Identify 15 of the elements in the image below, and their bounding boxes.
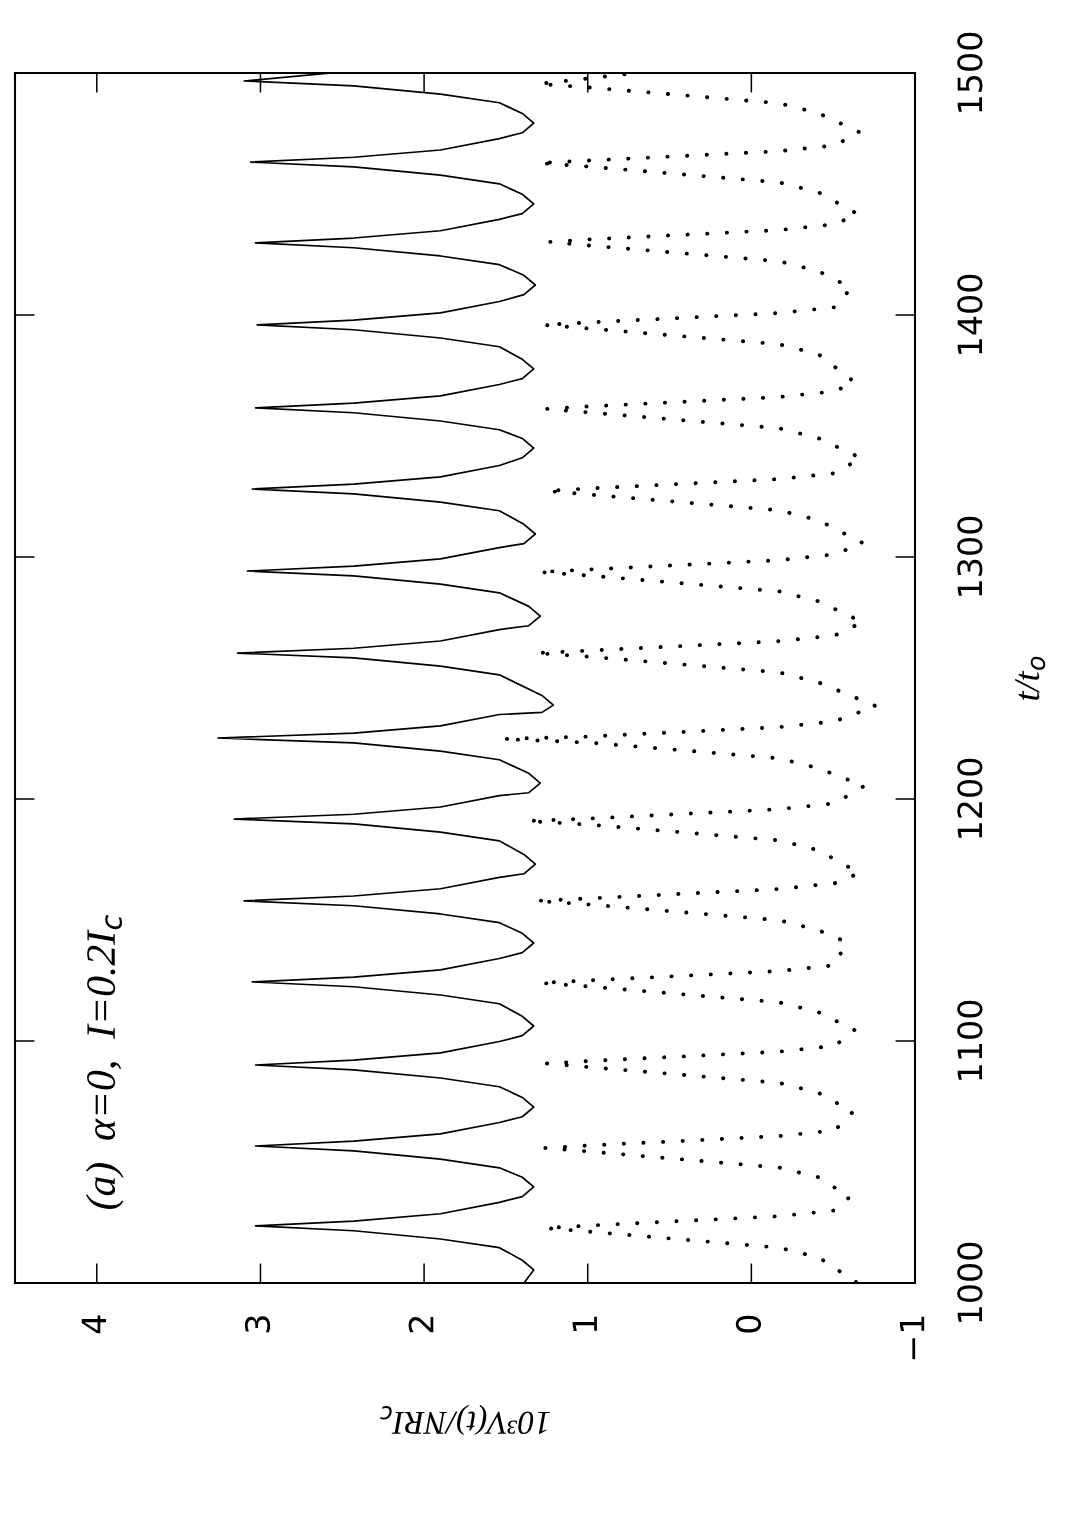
x-tick-label: −1: [899, 1316, 925, 1360]
x-tick-label: 3: [244, 1316, 271, 1333]
y-tick-label: 1000: [957, 1242, 983, 1322]
x-tick-label: 0: [735, 1315, 762, 1333]
x-axis-title: 10³V(t)/NRI$_{c}$: [380, 1404, 550, 1436]
y-tick-label: 1500: [957, 32, 983, 112]
y-tick-label: 1200: [957, 758, 983, 838]
y-tick-label: 1100: [957, 1000, 983, 1080]
y-tick-label: 1300: [957, 516, 983, 596]
y-axis-title: t/t$_{o}$: [1015, 656, 1046, 700]
x-tick-label: 2: [408, 1316, 434, 1333]
x-tick-label: 1: [572, 1316, 597, 1332]
annotation: (a) α=0, I=0.2I$_{c}$: [85, 914, 124, 1209]
x-tick-label: 4: [81, 1315, 107, 1334]
y-tick-label: 1400: [957, 274, 983, 354]
